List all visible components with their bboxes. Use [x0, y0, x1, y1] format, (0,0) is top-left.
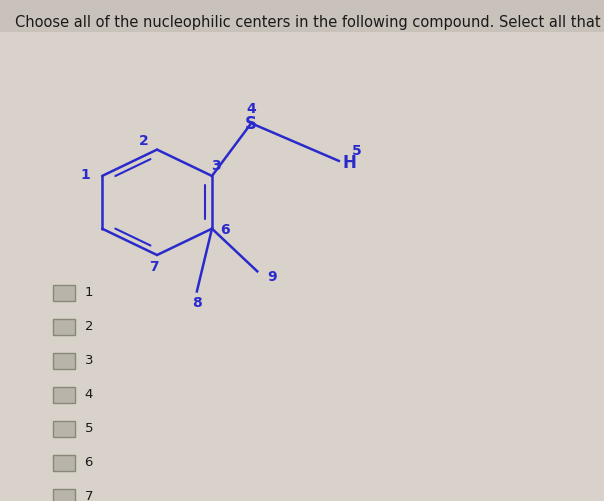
FancyBboxPatch shape — [53, 421, 75, 437]
Text: 2: 2 — [85, 319, 93, 332]
FancyBboxPatch shape — [53, 353, 75, 369]
Text: Choose all of the nucleophilic centers in the following compound. Select all tha: Choose all of the nucleophilic centers i… — [15, 15, 604, 30]
Text: 8: 8 — [192, 296, 202, 310]
FancyBboxPatch shape — [53, 319, 75, 335]
Text: 7: 7 — [149, 260, 159, 274]
Text: 5: 5 — [85, 421, 93, 434]
Text: 4: 4 — [246, 102, 256, 116]
Text: 6: 6 — [85, 455, 93, 468]
Text: 6: 6 — [220, 222, 230, 236]
Text: 5: 5 — [352, 144, 362, 157]
FancyBboxPatch shape — [53, 387, 75, 403]
Text: 4: 4 — [85, 387, 93, 400]
Text: 3: 3 — [85, 353, 93, 366]
Text: 1: 1 — [80, 168, 90, 182]
Text: H: H — [342, 154, 356, 171]
Text: 9: 9 — [268, 270, 277, 284]
FancyBboxPatch shape — [53, 285, 75, 301]
Text: 2: 2 — [139, 133, 149, 147]
Text: 3: 3 — [211, 159, 221, 172]
Text: 1: 1 — [85, 285, 93, 298]
Text: S: S — [245, 115, 257, 133]
FancyBboxPatch shape — [53, 489, 75, 501]
Text: 7: 7 — [85, 489, 93, 501]
FancyBboxPatch shape — [0, 0, 604, 33]
FancyBboxPatch shape — [53, 455, 75, 471]
